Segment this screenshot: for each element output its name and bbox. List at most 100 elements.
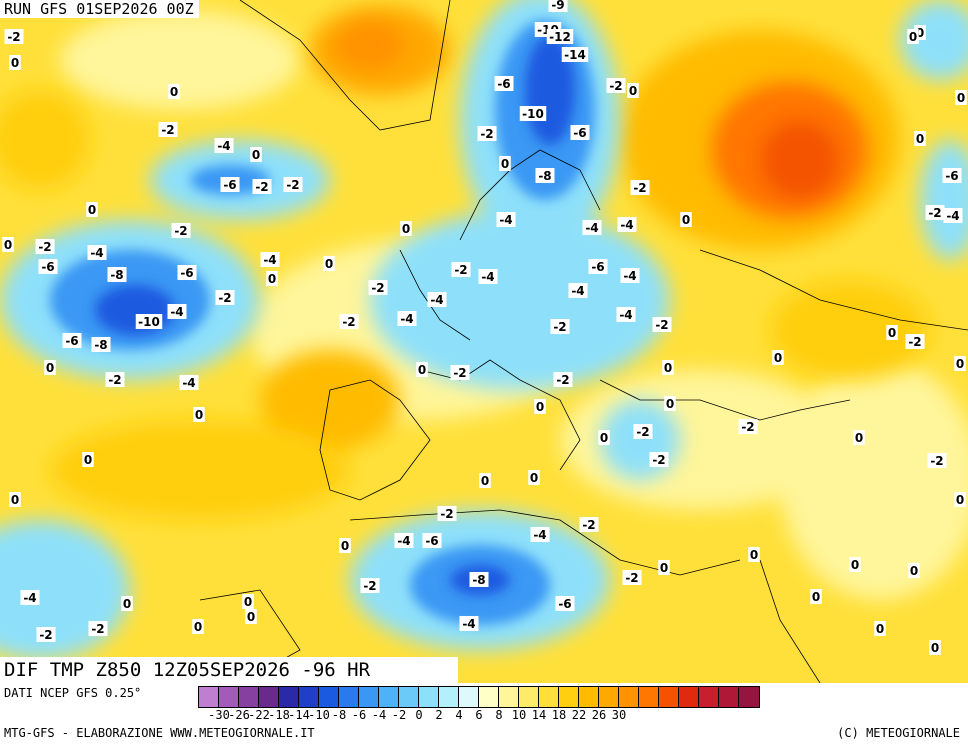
map-value-label: 0 (2, 237, 14, 252)
map-value-label: 0 (245, 609, 257, 624)
map-value-label: -2 (477, 126, 497, 141)
map-value-label: -2 (158, 122, 178, 137)
svg-text:-2: -2 (655, 318, 668, 332)
scale-tick-label: 0 (415, 708, 423, 722)
svg-text:-4: -4 (623, 269, 636, 283)
svg-text:-6: -6 (497, 77, 510, 91)
map-value-label: -10 (135, 314, 163, 329)
svg-text:0: 0 (956, 493, 964, 507)
svg-text:0: 0 (812, 590, 820, 604)
color-swatch (639, 687, 659, 707)
map-value-label: 0 (874, 621, 886, 636)
map-value-label: 0 (914, 25, 926, 40)
color-swatch (719, 687, 739, 707)
map-value-label: -2 (360, 578, 380, 593)
svg-text:-4: -4 (263, 253, 276, 267)
map-value-label: -2 (451, 262, 471, 277)
scale-tick-label: 8 (495, 708, 503, 722)
map-value-label: -4 (459, 616, 479, 631)
svg-text:0: 0 (123, 597, 131, 611)
svg-text:-4: -4 (481, 270, 494, 284)
color-swatch (359, 687, 379, 707)
color-swatch (299, 687, 319, 707)
map-value-label: -4 (179, 375, 199, 390)
color-swatch (399, 687, 419, 707)
scale-tick-label: 30 (611, 708, 627, 722)
svg-text:-2: -2 (286, 178, 299, 192)
color-swatch (419, 687, 439, 707)
scale-tick-label: 10 (511, 708, 527, 722)
map-value-label: 0 (849, 557, 861, 572)
map-value-label: -2 (649, 452, 669, 467)
svg-text:0: 0 (629, 84, 637, 98)
svg-text:0: 0 (84, 453, 92, 467)
svg-text:-10: -10 (522, 107, 544, 121)
svg-text:-2: -2 (218, 291, 231, 305)
svg-text:-2: -2 (453, 366, 466, 380)
color-swatch (339, 687, 359, 707)
svg-text:-2: -2 (633, 181, 646, 195)
map-value-label: -8 (469, 572, 489, 587)
scale-tick-label: 26 (591, 708, 607, 722)
svg-text:0: 0 (402, 222, 410, 236)
map-value-label: -6 (220, 177, 240, 192)
map-value-label: -14 (561, 47, 589, 62)
scale-tick-label: -22 (248, 708, 270, 722)
svg-text:-2: -2 (371, 281, 384, 295)
map-value-label: -2 (88, 621, 108, 636)
color-swatch (519, 687, 539, 707)
map-value-label: 0 (9, 55, 21, 70)
map-value-label: -4 (568, 283, 588, 298)
map-value-label: -6 (177, 265, 197, 280)
svg-text:-2: -2 (741, 420, 754, 434)
svg-text:-2: -2 (440, 507, 453, 521)
svg-text:-4: -4 (533, 528, 546, 542)
map-value-label: -4 (620, 268, 640, 283)
map-value-label: -2 (215, 290, 235, 305)
map-value-label: 0 (121, 596, 133, 611)
svg-text:-6: -6 (425, 534, 438, 548)
svg-text:0: 0 (11, 493, 19, 507)
map-value-label: -4 (616, 307, 636, 322)
svg-text:0: 0 (855, 431, 863, 445)
scale-tick-label: 2 (435, 708, 443, 722)
map-value-label: 0 (193, 407, 205, 422)
map-value-label: -4 (943, 208, 963, 223)
svg-text:-2: -2 (908, 335, 921, 349)
svg-text:0: 0 (325, 257, 333, 271)
svg-text:-4: -4 (23, 591, 36, 605)
svg-text:0: 0 (910, 564, 918, 578)
scale-tick-label: 22 (571, 708, 587, 722)
map-value-label: 0 (168, 84, 180, 99)
svg-text:0: 0 (46, 361, 54, 375)
svg-text:0: 0 (851, 558, 859, 572)
map-value-label: 0 (9, 492, 21, 507)
svg-text:-2: -2 (609, 79, 622, 93)
map-value-label: -2 (171, 223, 191, 238)
map-value-label: -2 (905, 334, 925, 349)
svg-text:-2: -2 (108, 373, 121, 387)
color-swatch (499, 687, 519, 707)
map-value-label: -2 (368, 280, 388, 295)
map-value-label: 0 (908, 563, 920, 578)
map-value-label: 0 (658, 560, 670, 575)
svg-text:-4: -4 (170, 305, 183, 319)
svg-text:-2: -2 (582, 518, 595, 532)
svg-text:0: 0 (481, 474, 489, 488)
svg-text:-2: -2 (556, 373, 569, 387)
svg-text:-4: -4 (571, 284, 584, 298)
svg-text:-6: -6 (573, 126, 586, 140)
svg-text:-2: -2 (255, 180, 268, 194)
map-value-label: -6 (422, 533, 442, 548)
map-value-label: 0 (627, 83, 639, 98)
map-value-label: -4 (427, 292, 447, 307)
svg-text:-8: -8 (94, 338, 107, 352)
map-value-label: 0 (250, 147, 262, 162)
scale-tick-label: -18 (268, 708, 290, 722)
svg-text:0: 0 (660, 561, 668, 575)
map-value-label: -2 (622, 570, 642, 585)
svg-text:0: 0 (170, 85, 178, 99)
map-value-label: -2 (927, 453, 947, 468)
color-scale (198, 686, 760, 708)
map-value-label: 0 (266, 271, 278, 286)
